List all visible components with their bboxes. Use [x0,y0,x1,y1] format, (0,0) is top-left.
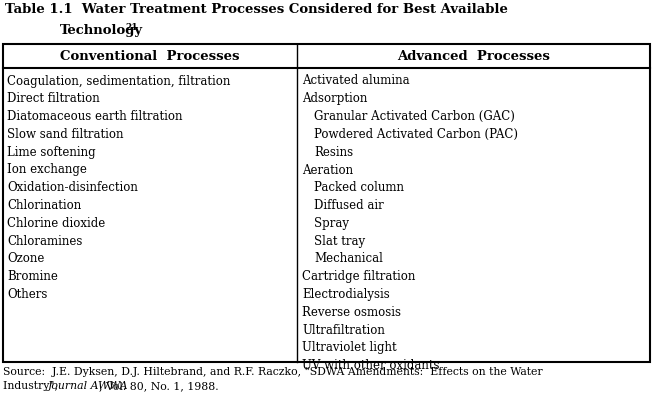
Text: Bromine: Bromine [7,270,58,283]
Text: Source:  J.E. Dyksen, D.J. Hiltebrand, and R.F. Raczko, "SDWA Amendments:  Effec: Source: J.E. Dyksen, D.J. Hiltebrand, an… [3,367,543,377]
Text: Advanced  Processes: Advanced Processes [397,50,550,63]
Text: 21: 21 [125,23,137,32]
Text: Ultraviolet light: Ultraviolet light [302,341,397,354]
Text: Aeration: Aeration [302,164,354,177]
Text: UV with other oxidants: UV with other oxidants [302,359,440,372]
Text: Table 1.1  Water Treatment Processes Considered for Best Available: Table 1.1 Water Treatment Processes Cons… [5,3,508,16]
Text: Electrodialysis: Electrodialysis [302,288,390,301]
Text: Resins: Resins [315,146,354,159]
Text: Oxidation-disinfection: Oxidation-disinfection [7,181,138,194]
Text: Chlorine dioxide: Chlorine dioxide [7,217,105,230]
Text: Ozone: Ozone [7,252,44,265]
Text: Lime softening: Lime softening [7,146,95,159]
Text: Ultrafiltration: Ultrafiltration [302,324,385,337]
Text: , Vol. 80, No. 1, 1988.: , Vol. 80, No. 1, 1988. [99,381,219,391]
Text: Packed column: Packed column [315,181,404,194]
Text: Powdered Activated Carbon (PAC): Powdered Activated Carbon (PAC) [315,128,519,141]
Text: Spray: Spray [315,217,349,230]
Bar [3,44,650,362]
Text: Slat tray: Slat tray [315,235,366,248]
Text: Chloramines: Chloramines [7,235,82,248]
Text: Journal AWWA: Journal AWWA [48,381,128,391]
Text: Mechanical: Mechanical [315,252,383,265]
Text: Coagulation, sedimentation, filtration: Coagulation, sedimentation, filtration [7,74,230,88]
Text: Activated alumina: Activated alumina [302,74,410,88]
Text: Industry",: Industry", [3,381,61,391]
Text: Granular Activated Carbon (GAC): Granular Activated Carbon (GAC) [315,110,515,123]
Text: Diatomaceous earth filtration: Diatomaceous earth filtration [7,110,182,123]
Text: Diffused air: Diffused air [315,199,384,212]
Text: Conventional  Processes: Conventional Processes [60,50,240,63]
Text: Ion exchange: Ion exchange [7,164,87,177]
Text: Others: Others [7,288,47,301]
Text: Chlorination: Chlorination [7,199,81,212]
Text: Adsorption: Adsorption [302,92,368,105]
Text: Direct filtration: Direct filtration [7,92,100,105]
Text: Cartridge filtration: Cartridge filtration [302,270,416,283]
Text: Reverse osmosis: Reverse osmosis [302,306,402,319]
Text: Technology: Technology [60,24,143,37]
Text: Slow sand filtration: Slow sand filtration [7,128,124,141]
